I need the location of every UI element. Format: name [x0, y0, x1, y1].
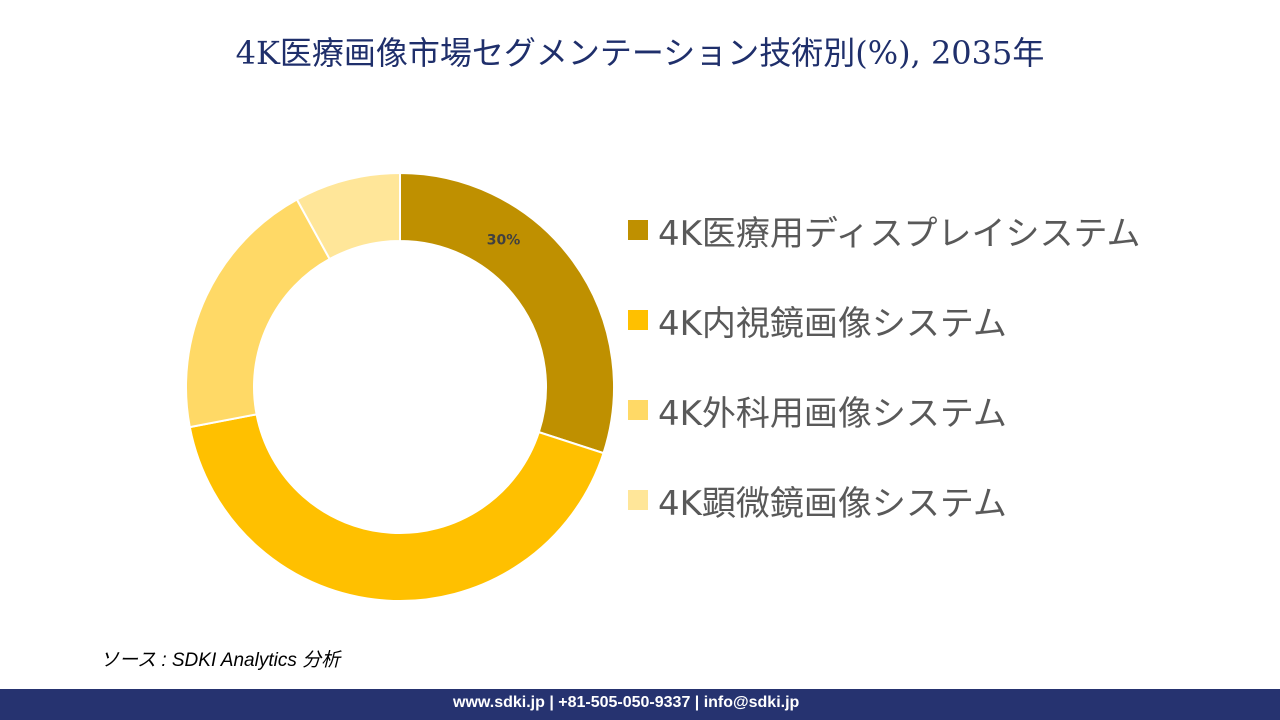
- footer-contact[interactable]: www.sdki.jp | +81-505-050-9337 | info@sd…: [453, 694, 800, 711]
- legend-swatch: [628, 490, 648, 510]
- legend: 4K医療用ディスプレイシステム 4K内視鏡画像システム 4K外科用画像システム …: [628, 170, 1141, 560]
- legend-label: 4K外科用画像システム: [658, 393, 1007, 434]
- legend-item: 4K顕微鏡画像システム: [628, 440, 1141, 560]
- chart-title: 4K医療画像市場セグメンテーション技術別(%), 2035年: [235, 34, 1045, 72]
- legend-label: 4K顕微鏡画像システム: [658, 483, 1007, 524]
- footer-bar: www.sdki.jp | +81-505-050-9337 | info@sd…: [0, 689, 1280, 720]
- donut-slice: [399, 171, 615, 455]
- source-note: ソース : SDKI Analytics 分析: [100, 650, 341, 671]
- legend-swatch: [628, 310, 648, 330]
- legend-swatch: [628, 220, 648, 240]
- legend-label: 4K内視鏡画像システム: [658, 303, 1007, 344]
- legend-swatch: [628, 400, 648, 420]
- legend-item: 4K外科用画像システム: [628, 350, 1141, 470]
- legend-label: 4K医療用ディスプレイシステム: [658, 213, 1141, 254]
- donut-slice: [295, 171, 401, 261]
- legend-item: 4K医療用ディスプレイシステム: [628, 170, 1141, 290]
- legend-item: 4K内視鏡画像システム: [628, 260, 1141, 380]
- data-label: 30%: [487, 233, 521, 249]
- donut-slice: [188, 413, 605, 602]
- donut-slice: [185, 198, 332, 429]
